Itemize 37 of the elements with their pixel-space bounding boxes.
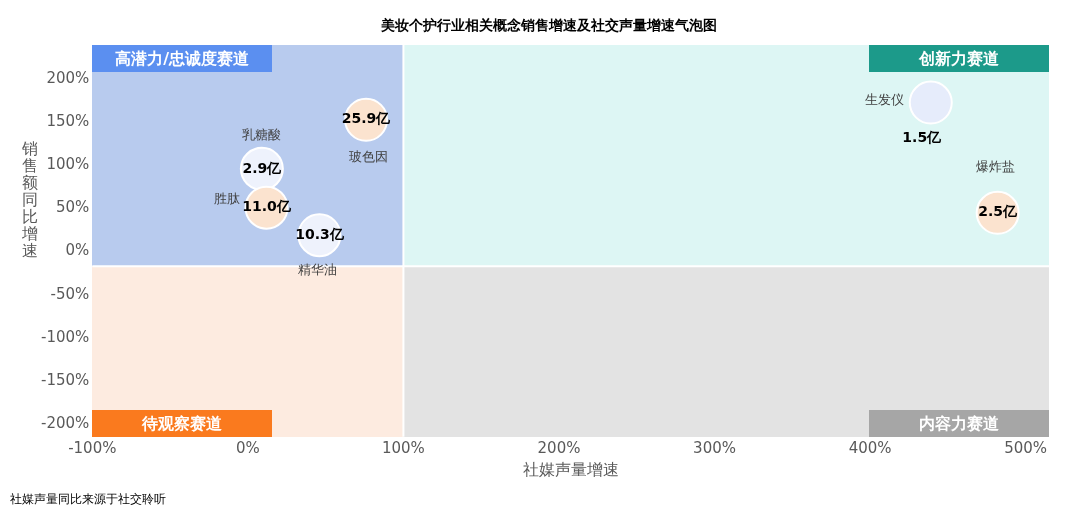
annotation: 2.5亿 <box>978 203 1019 220</box>
annotation: 25.9亿 <box>341 110 392 127</box>
y-tick-label: 100% <box>46 155 90 174</box>
tag-box: 待观察赛道 <box>92 409 273 437</box>
point <box>908 80 953 125</box>
x-tick-label: 200% <box>537 438 581 457</box>
annotation: 2.9亿 <box>242 159 283 176</box>
y-tick-label: -100% <box>41 327 90 346</box>
annotation: 11.0亿 <box>242 198 292 215</box>
x-tick-label: 400% <box>848 438 892 457</box>
annotation: 精华油 <box>297 261 337 277</box>
y-axis-title: 销售额同比增速 <box>21 138 38 260</box>
x-tick-label: 300% <box>693 438 736 457</box>
x-tick-label: -100% <box>68 438 117 457</box>
y-tick-label: -150% <box>41 370 90 389</box>
chart-title: 美妆个护行业相关概念销售增速及社交声量增速气泡图 <box>380 17 717 34</box>
y-tick-label: 50% <box>55 198 90 217</box>
x-axis-title: 社媒声量增速 <box>522 459 619 479</box>
y-tick-label: 200% <box>46 69 90 88</box>
annotation: 玻色因 <box>348 149 388 165</box>
y-tick-label: -50% <box>50 284 90 303</box>
annotation: 胜肽 <box>213 191 240 207</box>
annotation: 1.5亿 <box>902 129 943 146</box>
annotation: 10.3亿 <box>295 225 345 242</box>
tag-box: 高潜力/忠诚度赛道 <box>92 44 273 72</box>
annotation: 乳糖酸 <box>242 127 282 143</box>
x-tick-label: 500% <box>1004 438 1048 457</box>
x-tick-label: 0% <box>235 438 260 457</box>
y-tick-label: -200% <box>41 413 90 432</box>
y-tick-label: 150% <box>46 112 90 131</box>
tag-box: 内容力赛道 <box>869 409 1049 437</box>
x-tick-label: 100% <box>381 438 425 457</box>
annotation: 爆炸盐 <box>976 159 1016 175</box>
y-tick-label: 0% <box>65 241 90 260</box>
tag-box: 创新力赛道 <box>869 44 1049 72</box>
text: 社媒声量同比来源于社交聆听 <box>10 492 166 507</box>
annotation: 生发仪 <box>865 91 905 107</box>
